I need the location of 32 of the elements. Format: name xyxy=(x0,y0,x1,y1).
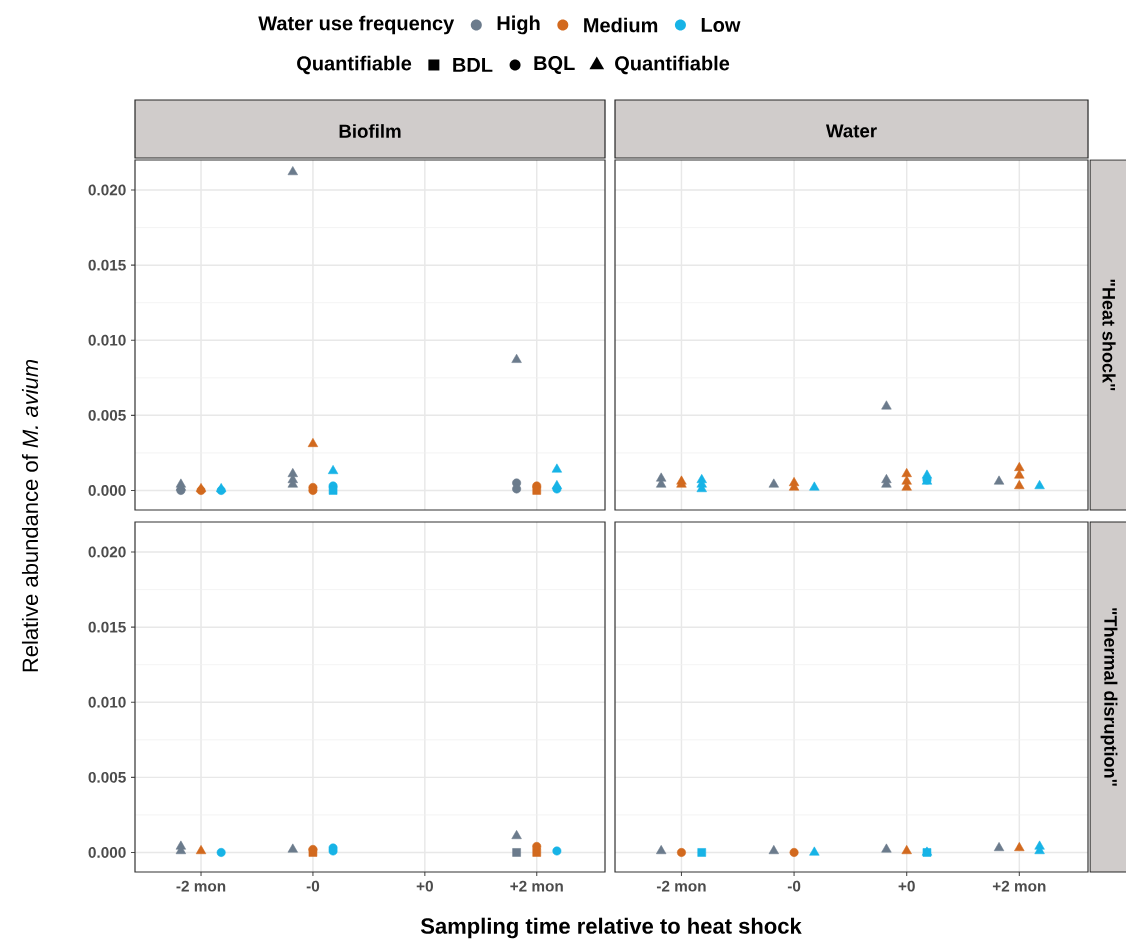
y-tick-label: 0.020 xyxy=(88,184,126,196)
y-tick-label: 0.015 xyxy=(88,259,126,271)
x-tick-label: -2 mon xyxy=(656,880,706,892)
y2-axis-title: "Heat shock" xyxy=(1102,279,1116,391)
x-tick-label: +0 xyxy=(416,880,433,892)
x-tick-label: -2 mon xyxy=(176,880,226,892)
legend-label: Low xyxy=(701,18,741,32)
y-tick-label: 0.005 xyxy=(88,771,126,783)
text: BQL xyxy=(534,56,575,74)
y-tick-label: 0.000 xyxy=(88,847,126,858)
x-axis-title: Sampling time relative to heat shock xyxy=(420,917,802,939)
y-tick-label: 0.015 xyxy=(88,621,126,633)
x-tick-label: -0 xyxy=(787,880,801,892)
x-tick-label: +2 mon xyxy=(992,880,1046,892)
legend-title: Water use frequency xyxy=(258,15,455,35)
y-tick-label: 0.005 xyxy=(88,409,126,421)
text: Quantifiable xyxy=(615,55,730,75)
text: Quantifiable xyxy=(297,55,412,75)
legend-label: Medium xyxy=(584,17,658,33)
chart-title: Biofilm xyxy=(339,124,401,138)
y-tick-label: 0.020 xyxy=(88,546,126,558)
y2-axis-title: "Thermal disruption" xyxy=(1100,608,1118,786)
y-tick-label: 0.010 xyxy=(88,334,126,346)
text: BDL xyxy=(453,58,493,72)
y-tick-label: 0.000 xyxy=(88,485,126,496)
x-tick-label: -0 xyxy=(306,880,320,892)
y-axis-title: Relative abundance of M. avium xyxy=(21,359,39,672)
y-tick-label: 0.010 xyxy=(88,696,126,708)
x-tick-label: +2 mon xyxy=(510,880,563,892)
x-tick-label: +0 xyxy=(898,880,915,892)
legend-label: High xyxy=(497,15,540,35)
chart-title: Water xyxy=(825,124,877,138)
